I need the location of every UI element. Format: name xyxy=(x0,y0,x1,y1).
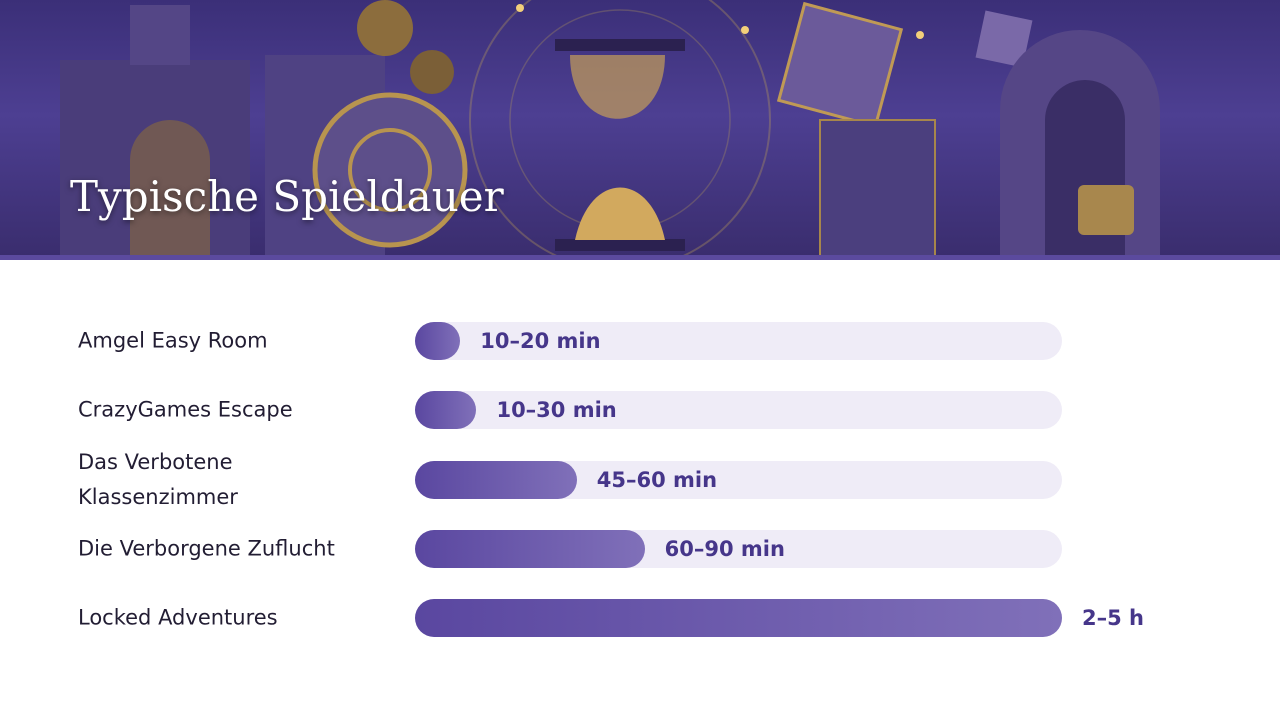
bar xyxy=(415,599,1062,637)
bar xyxy=(415,529,645,568)
category-label: Das Verbotene Klassenzimmer xyxy=(78,449,238,509)
bar-track xyxy=(415,391,1062,430)
banner-illustration xyxy=(60,0,1160,256)
category-label: CrazyGames Escape xyxy=(78,397,293,422)
value-label: 60–90 min xyxy=(664,536,785,561)
header-banner xyxy=(0,0,1280,256)
category-label: Die Verborgene Zuflucht xyxy=(78,536,335,561)
bar-track xyxy=(415,322,1062,360)
value-label: 2–5 h xyxy=(1082,606,1144,630)
value-label: 10–30 min xyxy=(496,398,617,423)
bar xyxy=(415,460,577,499)
bar xyxy=(415,322,461,360)
banner-divider xyxy=(0,255,1280,260)
category-label: Locked Adventures xyxy=(78,605,278,630)
value-label: 45–60 min xyxy=(596,467,718,492)
value-label: 10–20 min xyxy=(480,329,601,353)
slide-title: Typische Spieldauer xyxy=(70,172,504,221)
bar xyxy=(415,391,477,430)
category-label: Amgel Easy Room xyxy=(78,328,268,353)
